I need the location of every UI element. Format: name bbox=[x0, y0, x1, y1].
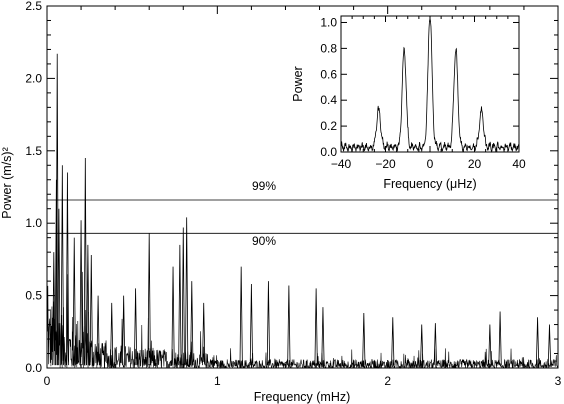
spectrum-peak bbox=[391, 317, 395, 366]
inset-x-tick-label: 0 bbox=[427, 157, 434, 171]
spectrum-peak bbox=[171, 266, 175, 366]
spectrum-peak bbox=[96, 295, 100, 366]
spectrum-peak bbox=[52, 252, 56, 366]
inset-x-tick-label: −40 bbox=[331, 157, 352, 171]
main-y-tick-label: 0.5 bbox=[25, 289, 42, 303]
inset-y-tick-label: 0.8 bbox=[320, 41, 337, 55]
inset-y-tick-label: 0.4 bbox=[320, 93, 337, 107]
spectrum-peak bbox=[57, 208, 61, 366]
spectrum-peak bbox=[287, 285, 291, 366]
spectrum-peak bbox=[488, 324, 492, 366]
spectrum-peak bbox=[314, 288, 318, 366]
inset-x-ticks: −40 −20 0 20 40 bbox=[331, 16, 526, 171]
inset-window-function-chart: −40 −20 0 20 40 0.0 0.2 0.4 0.6 0.8 1.0 Frequency… bbox=[291, 15, 526, 191]
inset-x-tick-label: 40 bbox=[512, 157, 526, 171]
noise-trace-path bbox=[47, 271, 558, 370]
spectrum-peak bbox=[83, 158, 87, 366]
main-y-tick-label: 1.0 bbox=[25, 216, 42, 230]
spectrum-peak bbox=[266, 281, 271, 366]
inset-y-ticks: 0.0 0.2 0.4 0.6 0.8 1.0 bbox=[320, 15, 519, 159]
inset-x-tick-label: 20 bbox=[468, 157, 482, 171]
spectrum-peak bbox=[547, 324, 552, 366]
main-y-tick-label: 0.0 bbox=[25, 361, 42, 375]
significance-lines bbox=[47, 199, 558, 234]
main-y-tick-label: 2.0 bbox=[25, 71, 42, 85]
main-x-tick-label: 0 bbox=[44, 374, 51, 388]
main-x-axis-label: Frequency (mHz) bbox=[254, 390, 351, 404]
main-peak-series bbox=[52, 53, 552, 366]
main-plot-frame bbox=[46, 5, 559, 369]
spectrum-peak bbox=[72, 237, 76, 366]
spectrum-peak bbox=[133, 288, 138, 366]
spectrum-peak bbox=[65, 172, 70, 366]
inset-y-tick-label: 0.6 bbox=[320, 67, 337, 81]
inset-background bbox=[341, 16, 519, 152]
inset-y-tick-label: 0.2 bbox=[320, 119, 337, 133]
spectrum-peak bbox=[420, 324, 424, 366]
spectrum-peak bbox=[86, 244, 90, 366]
spectrum-peak bbox=[249, 284, 253, 366]
spectrum-peak bbox=[535, 317, 540, 366]
main-y-tick-label: 1.5 bbox=[25, 144, 42, 158]
spectrum-peak bbox=[362, 312, 366, 366]
spectrum-peak bbox=[433, 323, 437, 366]
inset-x-tick-label: −20 bbox=[375, 157, 396, 171]
main-x-tick-label: 1 bbox=[214, 374, 221, 388]
spectrum-peak bbox=[55, 53, 59, 366]
spectrum-peak bbox=[122, 295, 126, 366]
spectrum-peak bbox=[178, 244, 182, 366]
spectrum-peak bbox=[181, 227, 185, 366]
main-noise-trace bbox=[47, 271, 558, 370]
inset-y-tick-label: 1.0 bbox=[320, 15, 337, 29]
spectrum-peak bbox=[79, 220, 83, 366]
spectrum-peak bbox=[60, 165, 64, 366]
main-y-axis-label: Power (m/s)² bbox=[0, 147, 14, 219]
spectrum-peak bbox=[239, 266, 243, 366]
significance-label-99: 99% bbox=[252, 179, 276, 193]
spectrum-peak bbox=[185, 217, 189, 366]
spectrum-peak bbox=[89, 255, 93, 366]
main-x-tick-label: 3 bbox=[555, 374, 562, 388]
main-x-ticks: 0 1 2 3 bbox=[44, 6, 562, 388]
inset-x-axis-label: Frequency (μHz) bbox=[383, 177, 476, 191]
main-y-ticks: 0.0 0.5 1.0 1.5 2.0 2.5 bbox=[25, 0, 558, 375]
spectrum-peak bbox=[190, 281, 194, 366]
inset-y-tick-label: 0.0 bbox=[320, 145, 337, 159]
main-x-tick-label: 2 bbox=[384, 374, 391, 388]
inset-y-axis-label: Power bbox=[291, 66, 305, 101]
spectrum-peak bbox=[321, 307, 325, 366]
significance-label-90: 90% bbox=[252, 234, 276, 248]
spectrum-peak bbox=[110, 302, 114, 366]
main-y-tick-label: 2.5 bbox=[25, 0, 42, 13]
spectrum-peak bbox=[498, 311, 502, 366]
spectrum-peak bbox=[202, 302, 206, 366]
